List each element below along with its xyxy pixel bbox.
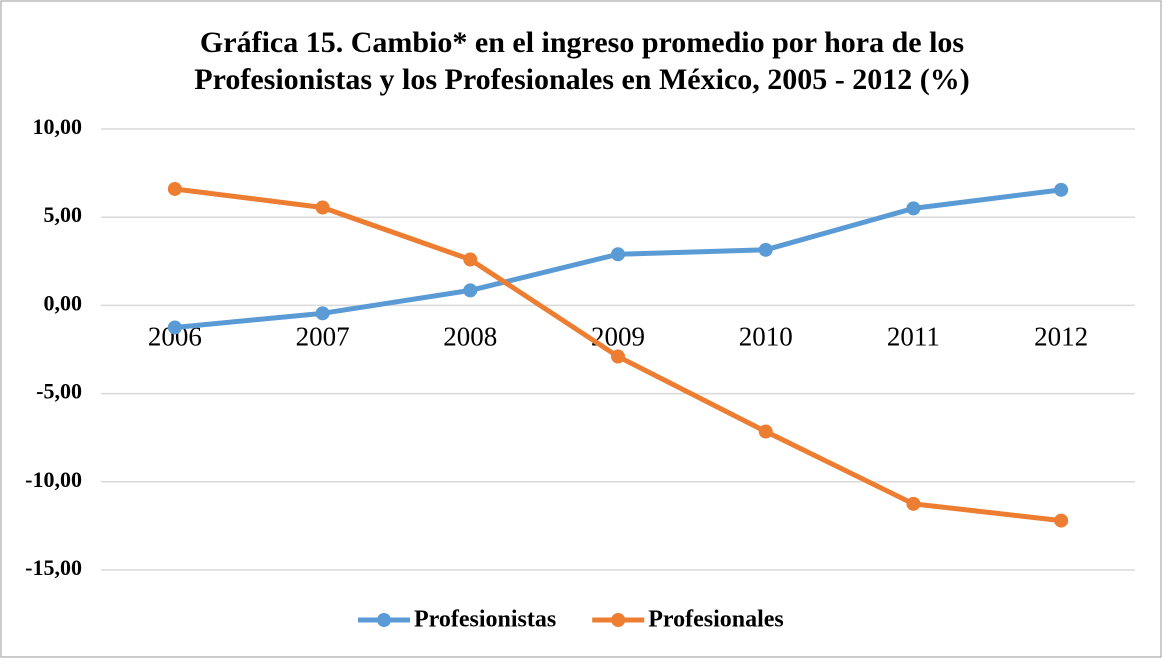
y-tick-label: 0,00: [44, 290, 83, 315]
point: [906, 496, 921, 511]
y-tick-label: -5,00: [36, 379, 82, 404]
point: [167, 181, 182, 196]
x-tick-label: 2007: [296, 322, 350, 352]
legend-marker: [377, 613, 391, 627]
y-tick-label: -15,00: [25, 555, 82, 580]
y-tick-label: 10,00: [33, 114, 83, 139]
point: [167, 320, 182, 335]
chart-title-line: Gráfica 15. Cambio* en el ingreso promed…: [200, 26, 964, 59]
x-tick-label: 2011: [887, 322, 940, 352]
legend-label: Profesionistas: [414, 607, 556, 633]
point: [463, 283, 478, 298]
point: [611, 247, 625, 262]
x-tick-label: 2008: [443, 322, 497, 352]
point: [1054, 182, 1069, 197]
x-tick-label: 2012: [1034, 322, 1088, 352]
point: [315, 200, 330, 215]
point: [906, 201, 921, 216]
x-tick-label: 2010: [739, 322, 793, 352]
point: [758, 424, 773, 439]
y-tick-label: 5,00: [44, 202, 83, 227]
point: [758, 242, 773, 257]
point: [315, 306, 330, 321]
legend-marker: [611, 613, 626, 627]
y-tick-label: -10,00: [25, 467, 82, 492]
point: [1054, 513, 1069, 528]
chart-title-line: Profesionistas y los Profesionales en Mé…: [194, 63, 969, 96]
legend-label: Profesionales: [648, 607, 784, 633]
point: [463, 252, 478, 267]
point: [611, 349, 625, 364]
